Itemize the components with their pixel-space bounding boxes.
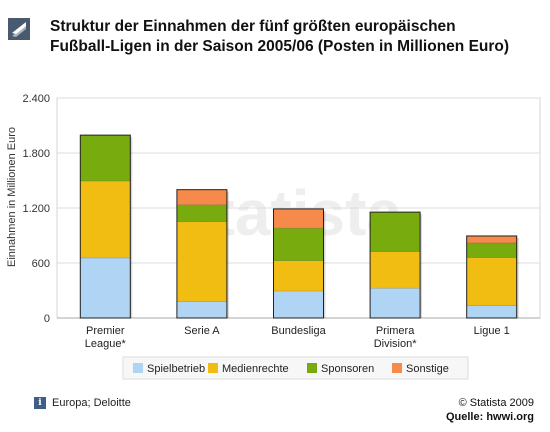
y-tick-label: 1.800: [22, 148, 50, 160]
legend: Spielbetrieb Medienrechte Sponsoren Sonstig…: [122, 356, 469, 380]
bar-segment: [466, 242, 518, 258]
bar-segment: [273, 208, 324, 229]
bar-segment: [273, 290, 324, 319]
bar-shadow: [130, 137, 133, 318]
bar-outline: [369, 211, 421, 319]
bar-segment: [369, 211, 421, 252]
bar-segment: [80, 257, 131, 319]
source-link[interactable]: Quelle: hwwi.org: [445, 411, 534, 423]
bar-shadow: [420, 214, 423, 318]
bar-outline: [273, 208, 324, 319]
bar-segment: [466, 305, 518, 319]
bar-segment: [466, 257, 518, 306]
bar-segment: [80, 134, 131, 182]
bar-segment: [80, 180, 131, 259]
bar-segment: [176, 221, 228, 302]
footer-credits: © Statista 2009 Quelle: hwwi.org: [446, 396, 534, 424]
bar-shadow: [516, 237, 519, 318]
bar-segment: [176, 189, 228, 206]
bar-shadow: [226, 191, 229, 318]
x-tick-label: Division*: [374, 338, 418, 350]
bar-segment: [369, 251, 421, 289]
bar-segment: [176, 301, 228, 319]
chart-header: Struktur der Einnahmen der fünf größten …: [0, 0, 550, 92]
legend-label: Sponsoren: [321, 363, 374, 375]
legend-swatch: [307, 363, 317, 373]
y-tick-label: 2.400: [22, 93, 50, 105]
bar-segment: [176, 204, 228, 223]
bar-segment: [466, 235, 518, 244]
bar-outline: [466, 235, 518, 319]
bar-shadow: [323, 210, 326, 318]
x-tick-label: Bundesliga: [271, 325, 326, 337]
source-note: i Europa; Deloitte: [34, 397, 131, 410]
x-tick-label: Primera: [376, 325, 415, 337]
bar-segment: [273, 227, 324, 262]
y-tick-label: 0: [44, 313, 50, 325]
legend-label: Sonstige: [406, 363, 449, 375]
chart-title: Struktur der Einnahmen der fünf größten …: [50, 18, 510, 55]
y-axis-label: Einnahmen in Millionen Euro: [6, 127, 18, 267]
y-tick-label: 600: [32, 258, 50, 270]
legend-swatch: [208, 363, 218, 373]
bar-outline: [176, 189, 228, 319]
y-tick-label: 1.200: [22, 203, 50, 215]
legend-label: Medienrechte: [222, 363, 289, 375]
x-tick-label: League*: [85, 338, 127, 350]
bars: [79, 134, 519, 319]
info-icon[interactable]: i: [34, 397, 46, 410]
bar-segment: [273, 260, 324, 292]
legend-label: Spielbetrieb: [147, 363, 205, 375]
bar-outline: [79, 134, 131, 319]
legend-swatch: [133, 363, 143, 373]
source-text: Europa; Deloitte: [52, 397, 131, 410]
y-axis-ticks: 0 600 1.200 1.800 2.400: [22, 93, 50, 325]
legend-box: [122, 356, 469, 380]
legend-swatch: [392, 363, 402, 373]
x-tick-label: Ligue 1: [474, 325, 510, 337]
x-tick-label: Serie A: [184, 325, 220, 337]
statista-logo-icon: [8, 18, 30, 40]
bar-segment: [369, 287, 421, 319]
copyright-text: © Statista 2009: [458, 397, 534, 409]
x-tick-label: Premier: [86, 325, 125, 337]
